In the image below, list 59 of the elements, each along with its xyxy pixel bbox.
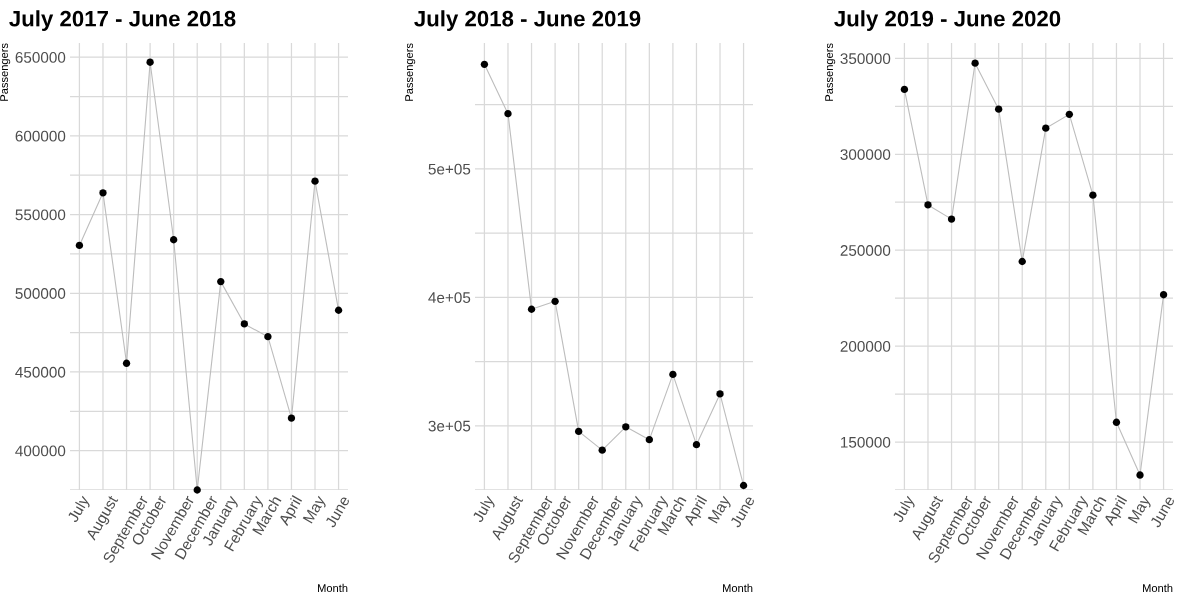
point [1112, 418, 1121, 426]
point [122, 359, 131, 367]
point [622, 423, 630, 431]
point [692, 440, 701, 449]
y-tick-label: 200000 [840, 340, 891, 352]
point [551, 297, 559, 305]
point [574, 427, 583, 436]
point [527, 305, 536, 313]
y-tick-label: 3e+05 [428, 420, 471, 432]
point [598, 446, 606, 454]
point [1089, 191, 1097, 199]
point [287, 414, 296, 422]
chart-title: July 2019 - June 2020 [834, 10, 1061, 31]
y-axis-title: Passengers [405, 43, 416, 101]
x-axis-title: Month [723, 583, 753, 593]
x-axis-title: Month [1143, 583, 1173, 593]
point [645, 435, 654, 444]
y-axis-title: Passengers [0, 43, 11, 101]
point [971, 59, 979, 67]
y-tick-label: 550000 [15, 209, 66, 221]
y-axis-title: Passengers [825, 43, 836, 101]
point [1159, 291, 1168, 299]
y-tick-label: 300000 [840, 149, 891, 160]
point [169, 236, 178, 244]
point [1018, 257, 1026, 266]
y-tick-label: 250000 [840, 245, 891, 256]
point [900, 85, 909, 94]
point [146, 58, 154, 66]
point [480, 60, 489, 68]
point [217, 277, 225, 286]
y-tick-label: 600000 [15, 130, 66, 142]
y-tick-label: 500000 [15, 288, 66, 299]
point [1065, 110, 1074, 119]
point [75, 241, 84, 250]
y-tick-label: 150000 [841, 436, 891, 448]
point [739, 481, 748, 490]
chart-title: July 2018 - June 2019 [414, 10, 641, 31]
point [1042, 124, 1050, 132]
point [99, 189, 107, 197]
point [264, 333, 272, 341]
point [504, 109, 512, 118]
point [716, 390, 724, 398]
point [924, 201, 932, 209]
point [994, 105, 1003, 113]
chart-title: July 2017 - June 2018 [9, 10, 236, 31]
y-tick-label: 650000 [15, 52, 66, 63]
point [334, 306, 343, 314]
y-tick-label: 400000 [15, 445, 66, 457]
y-tick-label: 5e+05 [428, 163, 471, 175]
point [240, 320, 249, 328]
point [311, 177, 319, 185]
y-tick-label: 350000 [840, 53, 891, 65]
point [1136, 471, 1144, 479]
y-tick-label: 450000 [15, 366, 66, 378]
point [193, 486, 201, 494]
point [669, 370, 677, 379]
x-axis-title: Month [318, 583, 348, 593]
y-tick-label: 4e+05 [428, 292, 471, 304]
point [947, 215, 956, 223]
